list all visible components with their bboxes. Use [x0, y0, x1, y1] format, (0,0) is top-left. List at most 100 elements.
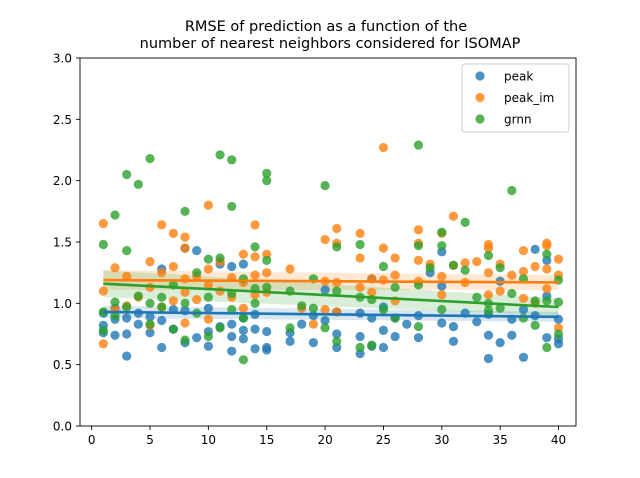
data-point-grnn	[133, 179, 143, 189]
data-point-peak_im	[355, 228, 365, 239]
data-point-peak_im	[483, 243, 494, 253]
data-point-peak_im	[390, 270, 400, 280]
data-point-peak	[542, 333, 552, 343]
data-point-peak_im	[238, 303, 248, 313]
data-point-grnn	[332, 242, 342, 252]
data-point-peak	[110, 330, 120, 340]
data-point-peak_im	[472, 257, 482, 267]
x-tick-label: 5	[146, 433, 154, 447]
data-point-peak	[507, 330, 517, 340]
legend-box	[461, 63, 570, 133]
data-point-grnn	[530, 296, 540, 306]
data-point-peak	[437, 281, 447, 291]
data-point-peak_im	[448, 211, 459, 221]
data-point-peak_im	[98, 339, 108, 349]
data-point-peak_im	[180, 243, 190, 253]
data-point-grnn	[425, 263, 435, 273]
regression-line-peak_im	[103, 278, 559, 284]
legend-marker-peak_im	[475, 92, 485, 103]
data-point-peak	[448, 336, 459, 346]
data-point-peak	[238, 334, 248, 344]
data-point-peak_im	[460, 258, 470, 268]
data-point-grnn	[180, 335, 190, 345]
data-point-peak_im	[320, 304, 330, 315]
data-point-peak_im	[367, 287, 377, 297]
x-tick-label: 10	[201, 433, 216, 447]
legend-label-peak_im: peak_im	[504, 91, 554, 105]
data-point-grnn	[110, 210, 120, 220]
data-point-peak	[483, 353, 494, 364]
data-point-peak	[390, 331, 400, 342]
data-point-peak_im	[553, 254, 564, 264]
data-point-grnn	[530, 320, 540, 331]
data-point-peak	[145, 312, 155, 322]
data-point-grnn	[168, 324, 178, 334]
data-point-grnn	[122, 169, 132, 180]
data-point-peak_im	[378, 275, 389, 285]
data-point-grnn	[227, 304, 237, 315]
data-point-grnn	[262, 282, 272, 292]
data-point-peak	[413, 333, 424, 343]
data-point-peak	[122, 329, 132, 339]
data-point-grnn	[250, 242, 260, 252]
data-point-grnn	[262, 176, 272, 186]
data-point-grnn	[122, 245, 132, 256]
data-point-grnn	[332, 336, 342, 346]
data-point-grnn	[378, 304, 389, 315]
data-point-grnn	[460, 265, 470, 275]
data-point-grnn	[122, 302, 132, 312]
x-tick-label: 20	[317, 433, 332, 447]
data-point-peak_im	[145, 257, 155, 267]
x-tick-label: 30	[434, 433, 449, 447]
data-point-grnn	[413, 322, 424, 332]
data-point-peak	[378, 342, 389, 353]
data-point-grnn	[215, 253, 225, 263]
data-point-peak_im	[180, 318, 190, 328]
data-point-grnn	[285, 323, 295, 333]
data-point-peak	[378, 325, 389, 335]
chart-title: RMSE of prediction as a function of the …	[140, 19, 521, 52]
data-point-peak	[227, 319, 237, 329]
data-point-peak_im	[413, 225, 424, 235]
x-tick-label: 15	[259, 433, 274, 447]
data-point-peak_im	[437, 290, 447, 300]
data-point-grnn	[145, 153, 155, 164]
data-point-grnn	[133, 291, 143, 301]
data-point-peak	[250, 324, 260, 334]
data-point-peak_im	[157, 268, 167, 278]
y-tick-label: 3.0	[53, 52, 72, 66]
y-tick-label: 0.5	[53, 358, 72, 372]
data-point-peak_im	[518, 293, 529, 304]
data-point-grnn	[98, 307, 108, 317]
data-point-peak	[495, 337, 505, 348]
data-point-grnn	[192, 268, 202, 278]
data-point-peak	[238, 259, 248, 269]
data-point-grnn	[553, 329, 564, 339]
data-point-peak	[145, 328, 155, 338]
y-tick-label: 1.5	[53, 236, 72, 250]
data-point-grnn	[180, 206, 190, 216]
data-point-peak_im	[110, 263, 120, 273]
x-tick-label: 35	[493, 433, 508, 447]
x-tick-label: 40	[551, 433, 566, 447]
data-point-grnn	[320, 180, 330, 191]
data-point-grnn	[145, 298, 155, 308]
data-point-grnn	[518, 313, 529, 323]
data-point-peak	[250, 344, 260, 354]
data-point-grnn	[367, 340, 377, 350]
data-point-grnn	[495, 303, 505, 313]
data-point-peak	[448, 322, 459, 332]
data-point-grnn	[180, 298, 190, 308]
data-point-grnn	[262, 255, 272, 265]
data-point-peak	[297, 319, 307, 329]
data-point-peak	[238, 325, 248, 335]
data-point-peak_im	[168, 296, 178, 306]
data-point-grnn	[542, 342, 552, 353]
data-point-peak	[227, 331, 237, 342]
data-point-peak_im	[157, 220, 167, 230]
data-point-grnn	[98, 239, 108, 250]
data-point-peak_im	[518, 266, 529, 277]
data-point-peak_im	[285, 264, 295, 274]
data-point-peak_im	[308, 319, 319, 329]
